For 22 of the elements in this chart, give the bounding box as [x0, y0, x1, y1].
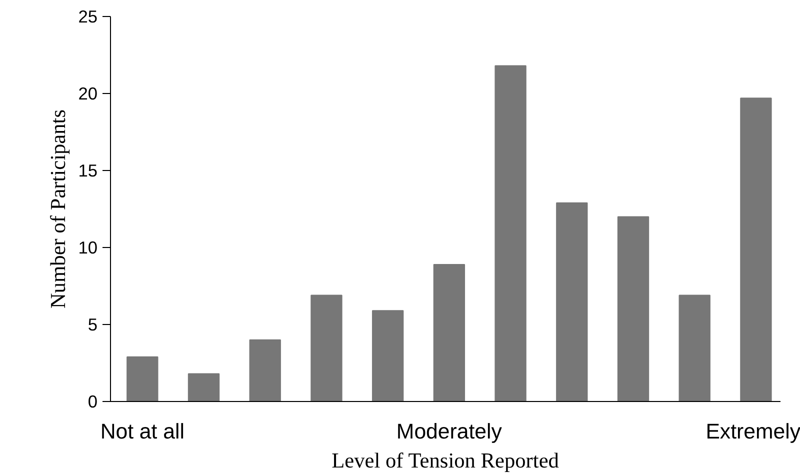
bar [372, 310, 404, 402]
x-tick-label: Moderately [396, 420, 502, 444]
bar [249, 339, 281, 402]
y-tick-label: 10 [78, 238, 98, 258]
bar [556, 202, 588, 402]
y-tick-label: 0 [88, 392, 98, 412]
x-tick-label: Extremely [706, 420, 800, 444]
y-axis-title: Number of Participants [46, 109, 70, 309]
bar [494, 65, 526, 402]
y-tick-label: 15 [78, 160, 98, 180]
bar [188, 373, 220, 402]
y-tick-label: 20 [78, 84, 98, 104]
bar [678, 294, 710, 402]
bar [740, 98, 772, 402]
bar [617, 216, 650, 402]
y-tick-label: 25 [78, 6, 98, 26]
y-tick-label: 5 [88, 314, 98, 334]
bar [433, 264, 466, 402]
bar [126, 356, 158, 402]
x-axis-title: Level of Tension Reported [332, 448, 560, 472]
x-tick-label: Not at all [100, 420, 184, 444]
bar [310, 294, 342, 402]
